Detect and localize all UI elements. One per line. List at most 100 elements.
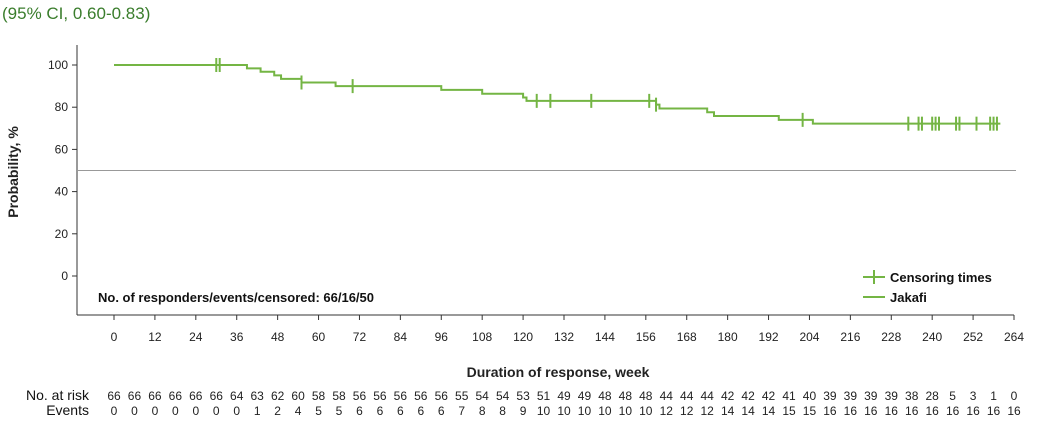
events-value: 9	[520, 404, 527, 418]
x-tick-label: 96	[435, 330, 449, 344]
x-tick-label: 108	[472, 330, 492, 344]
events-value: 10	[598, 404, 612, 418]
at-risk-value: 56	[435, 389, 449, 403]
at-risk-value: 66	[128, 389, 142, 403]
at-risk-value: 41	[782, 389, 796, 403]
events-value: 16	[946, 404, 960, 418]
x-tick-label: 264	[1004, 330, 1024, 344]
at-risk-value: 51	[537, 389, 551, 403]
events-value: 0	[172, 404, 179, 418]
events-value: 6	[417, 404, 424, 418]
at-risk-value: 42	[741, 389, 755, 403]
x-tick-label: 84	[394, 330, 408, 344]
events-value: 15	[782, 404, 796, 418]
y-tick-label: 20	[55, 227, 69, 241]
events-value: 12	[680, 404, 694, 418]
at-risk-value: 66	[210, 389, 224, 403]
y-tick-label: 80	[55, 100, 69, 114]
events-value: 5	[315, 404, 322, 418]
events-value: 10	[557, 404, 571, 418]
x-tick-label: 12	[148, 330, 162, 344]
at-risk-value: 39	[844, 389, 858, 403]
at-risk-value: 62	[271, 389, 285, 403]
legend-censor-label: Censoring times	[890, 270, 992, 285]
at-risk-value: 66	[107, 389, 121, 403]
events-value: 10	[578, 404, 592, 418]
events-value: 16	[905, 404, 919, 418]
events-value: 8	[499, 404, 506, 418]
events-value: 10	[537, 404, 551, 418]
at-risk-value: 66	[189, 389, 203, 403]
x-tick-label: 48	[271, 330, 285, 344]
x-tick-label: 36	[230, 330, 244, 344]
at-risk-value: 44	[660, 389, 674, 403]
events-value: 15	[803, 404, 817, 418]
x-tick-label: 0	[111, 330, 118, 344]
y-tick-label: 0	[61, 269, 68, 283]
events-value: 16	[1007, 404, 1021, 418]
y-axis-label: Probability, %	[5, 126, 21, 218]
chart-annotation: No. of responders/events/censored: 66/16…	[98, 290, 374, 305]
x-tick-label: 252	[963, 330, 983, 344]
at-risk-value: 44	[701, 389, 715, 403]
x-tick-label: 216	[840, 330, 860, 344]
events-value: 0	[213, 404, 220, 418]
events-value: 5	[336, 404, 343, 418]
x-tick-label: 132	[554, 330, 574, 344]
at-risk-value: 48	[619, 389, 633, 403]
events-value: 16	[864, 404, 878, 418]
at-risk-value: 44	[680, 389, 694, 403]
legend-series-label: Jakafi	[890, 290, 927, 305]
at-risk-value: 54	[476, 389, 490, 403]
events-value: 16	[823, 404, 837, 418]
events-value: 0	[111, 404, 118, 418]
legend: Censoring times Jakafi	[863, 270, 992, 305]
at-risk-value: 60	[291, 389, 305, 403]
at-risk-value: 58	[332, 389, 346, 403]
at-risk-value: 38	[905, 389, 919, 403]
events-value: 4	[295, 404, 302, 418]
x-tick-label: 60	[312, 330, 326, 344]
events-value: 8	[479, 404, 486, 418]
events-value: 6	[438, 404, 445, 418]
risk-table: 6606606606606606606406316226045855855665…	[107, 389, 1021, 418]
at-risk-value: 66	[148, 389, 162, 403]
km-curve-jakafi	[114, 64, 1001, 125]
at-risk-value: 39	[864, 389, 878, 403]
events-value: 1	[254, 404, 261, 418]
x-tick-label: 240	[922, 330, 942, 344]
at-risk-value: 53	[516, 389, 530, 403]
risk-table-events-label: Events	[46, 402, 89, 418]
at-risk-value: 56	[353, 389, 367, 403]
events-value: 0	[233, 404, 240, 418]
events-value: 6	[397, 404, 404, 418]
events-value: 14	[741, 404, 755, 418]
y-tick-label: 60	[55, 142, 69, 156]
plot-area	[77, 58, 1016, 171]
at-risk-value: 39	[823, 389, 837, 403]
at-risk-value: 56	[414, 389, 428, 403]
x-tick-label: 24	[189, 330, 203, 344]
events-value: 16	[885, 404, 899, 418]
events-value: 16	[987, 404, 1001, 418]
events-value: 16	[844, 404, 858, 418]
at-risk-value: 42	[762, 389, 776, 403]
at-risk-value: 66	[169, 389, 183, 403]
axes: 0 20 40 60 80 100 0 12 24 36 48 60 72 84 96 108 120 132 14…	[48, 45, 1024, 344]
x-tick-label: 144	[595, 330, 615, 344]
x-tick-label: 180	[718, 330, 738, 344]
at-risk-value: 49	[578, 389, 592, 403]
at-risk-value: 3	[970, 389, 977, 403]
at-risk-value: 40	[803, 389, 817, 403]
at-risk-value: 28	[926, 389, 940, 403]
at-risk-value: 56	[373, 389, 387, 403]
x-tick-label: 204	[799, 330, 819, 344]
at-risk-value: 49	[557, 389, 571, 403]
at-risk-value: 63	[251, 389, 265, 403]
x-tick-label: 228	[881, 330, 901, 344]
at-risk-value: 39	[885, 389, 899, 403]
y-tick-label: 100	[48, 58, 68, 72]
at-risk-value: 54	[496, 389, 510, 403]
events-value: 0	[152, 404, 159, 418]
